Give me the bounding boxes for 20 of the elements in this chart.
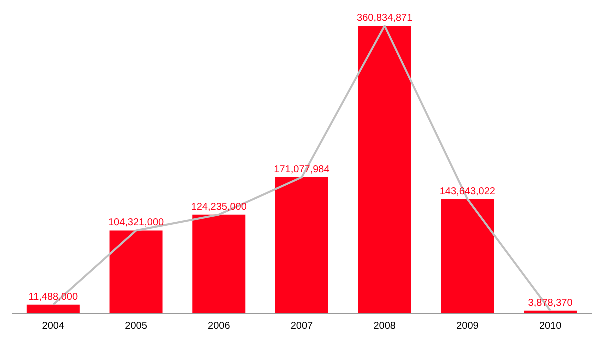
x-tick-label: 2007 [290,321,314,332]
bar [110,230,163,314]
x-tick-label: 2008 [374,321,396,332]
data-label: 124,235,000 [191,202,248,213]
data-label: 360,834,871 [357,13,414,24]
data-label: 171,077,984 [274,164,330,176]
data-label: 11,488,000 [28,292,79,303]
bar [358,26,412,314]
x-tick-label: 2004 [42,321,65,332]
bar [26,304,80,314]
x-tick-label: 2009 [456,321,480,332]
data-label: 3,878,370 [528,298,574,309]
bar [441,199,494,314]
data-label: 104,321,000 [108,218,165,229]
bar [275,177,328,314]
bar [192,214,246,314]
x-tick-label: 2005 [125,321,148,332]
x-tick-label: 2006 [208,321,231,332]
x-tick-label: 2010 [539,321,562,332]
data-label: 143,643,022 [440,186,496,198]
